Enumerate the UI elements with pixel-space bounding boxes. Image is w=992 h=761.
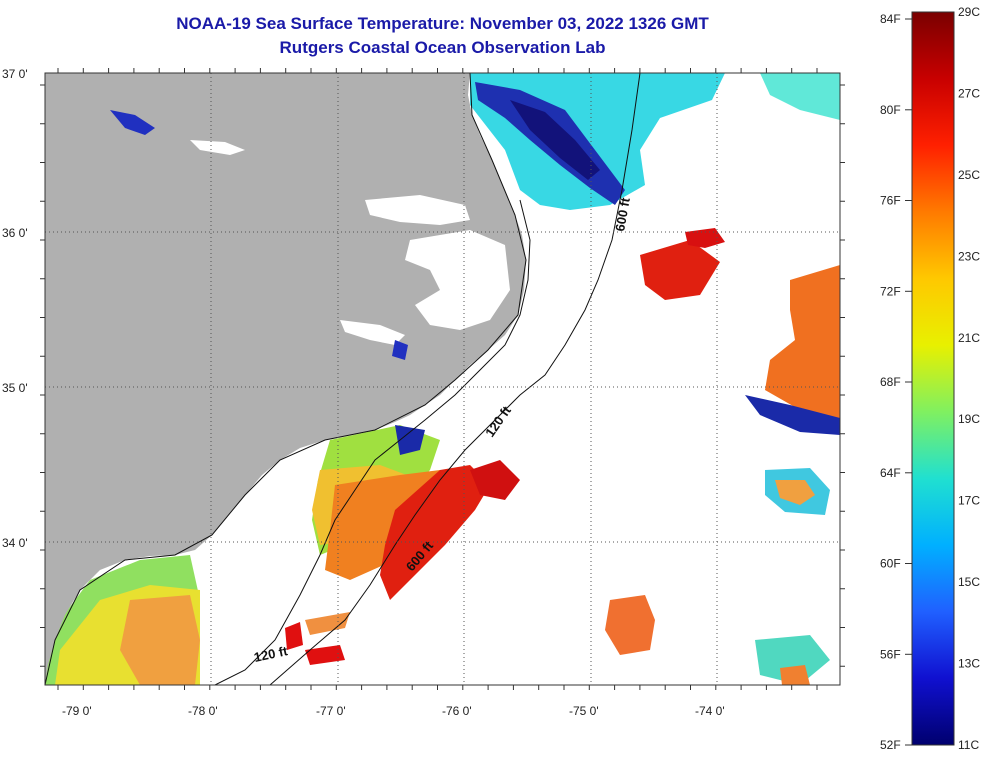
sst-patch-orange-south	[605, 595, 655, 655]
lake-kerr	[110, 110, 155, 135]
map-frame	[44, 72, 841, 686]
colorbar-label-f: 60F	[880, 557, 901, 571]
colorbar	[911, 11, 955, 746]
sst-patch-red-spot	[685, 228, 725, 248]
bay-blue	[392, 340, 408, 360]
colorbar-label-c: 15C	[958, 575, 980, 589]
colorbar-label-f: 76F	[880, 194, 901, 208]
sst-patch-red-frag2	[305, 645, 345, 665]
colorbar-label-c: 21C	[958, 331, 980, 345]
sst-patch-orange-frag	[305, 612, 350, 635]
colorbar-label-f: 72F	[880, 284, 901, 298]
map-subtitle: Rutgers Coastal Ocean Observation Lab	[279, 38, 606, 57]
coastline-outline	[45, 73, 527, 685]
sst-patch-orange-se	[780, 665, 810, 685]
sst-patch-red-tongue	[470, 460, 520, 500]
colorbar-label-c: 17C	[958, 494, 980, 508]
colorbar-label-c: 29C	[958, 5, 980, 19]
sst-patch-cold-core	[510, 100, 600, 180]
colorbar-label-f: 52F	[880, 738, 901, 752]
land-mass	[45, 73, 526, 685]
colorbar-label-c: 25C	[958, 168, 980, 182]
sst-patch-blue-east	[745, 395, 840, 435]
colorbar-label-f: 80F	[880, 103, 901, 117]
lon-label-77: -77 0'	[316, 704, 346, 718]
axis-ticks	[40, 68, 845, 690]
lon-label-74: -74 0'	[695, 704, 725, 718]
sst-patch-orange-sw	[120, 595, 200, 685]
sound-pamlico	[405, 230, 510, 330]
sst-patch-cyan-ne	[760, 73, 840, 120]
colorbar-label-f: 64F	[880, 466, 901, 480]
colorbar-celsius-ticks: 29C 27C 25C 23C 21C 19C 17C 15C 13C 11C	[958, 5, 980, 752]
colorbar-fahrenheit-ticks: 84F 80F 76F 72F 68F 64F 60F 56F 52F	[880, 12, 912, 752]
colorbar-label-f: 68F	[880, 375, 901, 389]
sst-layer	[45, 73, 840, 685]
lon-label-79: -79 0'	[62, 704, 92, 718]
sound-albemarle	[365, 195, 470, 225]
colorbar-label-c: 11C	[958, 738, 979, 752]
sst-patch-orange-east	[765, 265, 840, 420]
lat-label-36: 36 0'	[2, 226, 28, 240]
lon-label-76: -76 0'	[442, 704, 472, 718]
sst-patch-blue-cape	[395, 425, 425, 455]
colorbar-label-c: 23C	[958, 249, 980, 263]
lat-label-35: 35 0'	[2, 381, 28, 395]
colorbar-label-f: 84F	[880, 12, 901, 26]
sst-patch-red-east	[640, 240, 720, 300]
lat-label-37: 37 0'	[2, 67, 28, 81]
colorbar-label-f: 56F	[880, 647, 901, 661]
lat-label-34: 34 0'	[2, 536, 28, 550]
lake-white	[190, 140, 245, 155]
colorbar-label-c: 13C	[958, 657, 980, 671]
sst-patch-red-gulfstream	[380, 465, 490, 600]
sst-patch-red-frag1	[285, 622, 303, 650]
sst-patch-orange-ring	[775, 480, 815, 505]
map-title: NOAA-19 Sea Surface Temperature: Novembe…	[176, 14, 709, 33]
river-neuse	[340, 320, 405, 345]
colorbar-label-c: 27C	[958, 86, 980, 100]
contour-label-600-north: 600 ft	[612, 196, 633, 233]
lon-label-75: -75 0'	[569, 704, 599, 718]
contour-120ft	[214, 199, 531, 685]
contour-label-120-south: 120 ft	[253, 643, 290, 665]
sst-patch-cyan-south	[755, 635, 830, 685]
lon-label-78: -78 0'	[188, 704, 218, 718]
colorbar-label-c: 19C	[958, 412, 980, 426]
lat-lon-grid	[45, 73, 840, 685]
